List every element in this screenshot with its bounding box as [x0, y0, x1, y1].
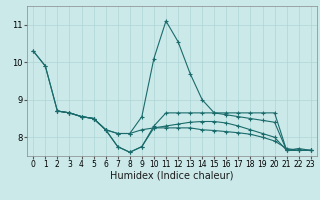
X-axis label: Humidex (Indice chaleur): Humidex (Indice chaleur) — [110, 171, 234, 181]
